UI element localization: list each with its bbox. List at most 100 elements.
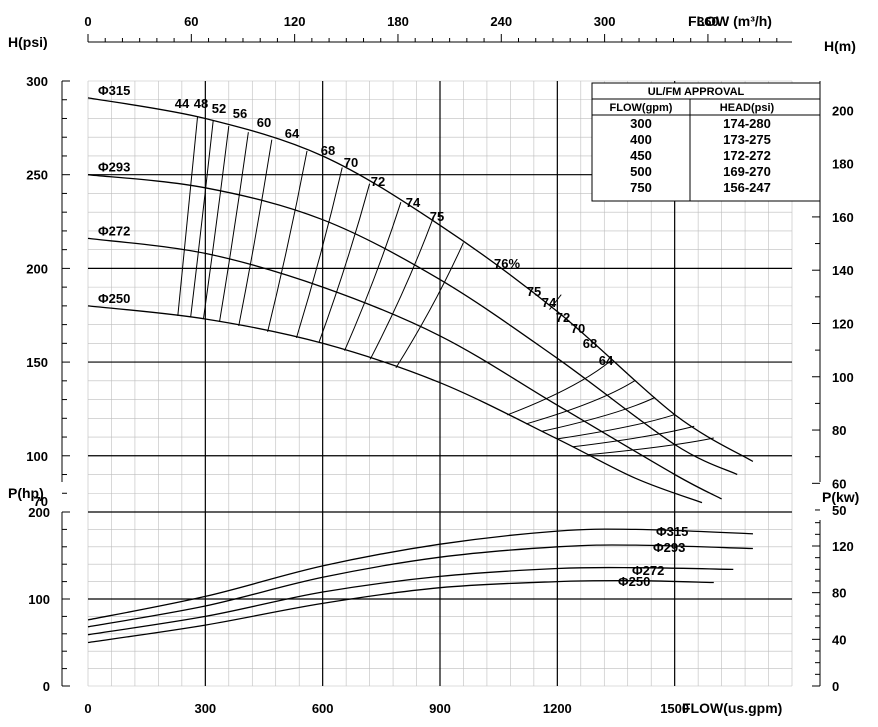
efficiency-label: 72	[371, 174, 385, 189]
approval-header-flow: FLOW(gpm)	[610, 102, 673, 114]
head-curve-label: Φ293	[98, 160, 130, 175]
head-right-tick-label: 80	[832, 423, 846, 438]
bottom-axis-label: FLOW(us.gpm)	[682, 700, 782, 716]
head-right-axis-label: H(m)	[824, 38, 856, 54]
efficiency-label: 68	[583, 336, 597, 351]
head-left-tick-label: 300	[26, 74, 48, 89]
head-curve	[87, 97, 754, 462]
head-left-axis-label: H(psi)	[8, 34, 48, 50]
efficiency-label: 64	[285, 126, 300, 141]
efficiency-label: 60	[257, 115, 271, 130]
head-right-tick-label: 200	[832, 103, 854, 118]
head-right-tick-label: 50	[832, 503, 846, 518]
top-tick-label: 180	[387, 14, 409, 29]
power-right-tick-label: 80	[832, 586, 846, 601]
top-tick-label: 360	[697, 14, 719, 29]
efficiency-label: 72	[556, 310, 570, 325]
efficiency-arc	[395, 242, 464, 369]
head-right-tick-label: 120	[832, 316, 854, 331]
bottom-tick-label: 300	[194, 701, 216, 716]
efficiency-arc	[190, 120, 214, 318]
power-curve-label: Φ315	[656, 524, 688, 539]
head-right-tick-label: 100	[832, 370, 854, 385]
efficiency-arc	[238, 139, 273, 327]
power-curve	[87, 528, 753, 621]
top-tick-label: 0	[84, 14, 91, 29]
top-axis-label: FLOW (m³/h)	[688, 13, 772, 29]
efficiency-label: 75	[430, 209, 444, 224]
efficiency-label: 70	[344, 155, 358, 170]
efficiency-label: 76%	[494, 256, 520, 271]
head-right-tick-label: 140	[832, 263, 854, 278]
efficiency-arc	[557, 414, 675, 440]
power-right-tick-label: 0	[832, 679, 839, 694]
bottom-tick-label: 900	[429, 701, 451, 716]
approval-head-cell: 172-272	[723, 148, 771, 163]
approval-table	[591, 82, 821, 202]
bottom-tick-label: 1200	[543, 701, 572, 716]
efficiency-label: 70	[571, 321, 585, 336]
head-curve	[87, 305, 703, 504]
approval-table-title: UL/FM APPROVAL	[648, 86, 745, 98]
power-curve	[87, 544, 753, 628]
efficiency-label: 74	[406, 195, 421, 210]
approval-head-cell: 173-275	[723, 132, 771, 147]
top-tick-label: 300	[594, 14, 616, 29]
efficiency-label: 74	[542, 295, 557, 310]
efficiency-arc	[218, 132, 249, 323]
efficiency-arc	[318, 183, 371, 343]
top-tick-label: 60	[184, 14, 198, 29]
approval-header-head: HEAD(psi)	[720, 102, 775, 114]
power-curve-label: Φ293	[653, 540, 685, 555]
power-left-tick-label: 0	[43, 679, 50, 694]
efficiency-arc	[295, 167, 343, 339]
head-curve-label: Φ315	[98, 83, 130, 98]
power-curve	[87, 579, 714, 644]
efficiency-arc	[369, 220, 433, 360]
head-curve-label: Φ272	[98, 223, 130, 238]
head-left-tick-label: 100	[26, 449, 48, 464]
bottom-tick-label: 600	[312, 701, 334, 716]
head-left-tick-label: 200	[26, 261, 48, 276]
efficiency-arc	[588, 437, 714, 456]
approval-flow-cell: 400	[630, 132, 652, 147]
bottom-tick-label: 0	[84, 701, 91, 716]
approval-flow-cell: 300	[630, 116, 652, 131]
power-left-tick-label: 200	[28, 505, 50, 520]
power-curve-label: Φ272	[632, 563, 664, 578]
approval-head-cell: 169-270	[723, 164, 771, 179]
power-right-tick-label: 40	[832, 632, 846, 647]
power-right-tick-label: 120	[832, 539, 854, 554]
head-right-tick-label: 180	[832, 157, 854, 172]
head-right-tick-label: 160	[832, 210, 854, 225]
efficiency-label: 64	[599, 353, 614, 368]
head-left-tick-label: 150	[26, 355, 48, 370]
efficiency-arc	[267, 150, 308, 333]
power-right-axis-label: P(kw)	[822, 489, 859, 505]
top-tick-label: 240	[490, 14, 512, 29]
efficiency-arc	[572, 425, 695, 448]
efficiency-arc	[541, 396, 656, 432]
power-curve-label: Φ250	[618, 574, 650, 589]
efficiency-label: 48	[194, 96, 208, 111]
efficiency-arc	[507, 359, 613, 416]
efficiency-label: 56	[233, 106, 247, 121]
head-left-tick-label: 250	[26, 168, 48, 183]
power-left-axis-label: P(hp)	[8, 485, 44, 501]
efficiency-label: 68	[321, 143, 335, 158]
efficiency-label: 52	[212, 101, 226, 116]
efficiency-arc	[177, 117, 199, 316]
head-left-tick-label: 70	[34, 494, 48, 509]
approval-flow-cell: 500	[630, 164, 652, 179]
head-right-tick-label: 60	[832, 476, 846, 491]
power-curve	[87, 566, 734, 636]
efficiency-label: 75	[527, 284, 541, 299]
approval-flow-cell: 450	[630, 148, 652, 163]
approval-flow-cell: 750	[630, 180, 652, 195]
efficiency-arc	[202, 125, 230, 319]
head-curve	[87, 237, 722, 500]
efficiency-arc	[525, 379, 636, 425]
head-curve-label: Φ250	[98, 291, 130, 306]
power-left-tick-label: 100	[28, 592, 50, 607]
